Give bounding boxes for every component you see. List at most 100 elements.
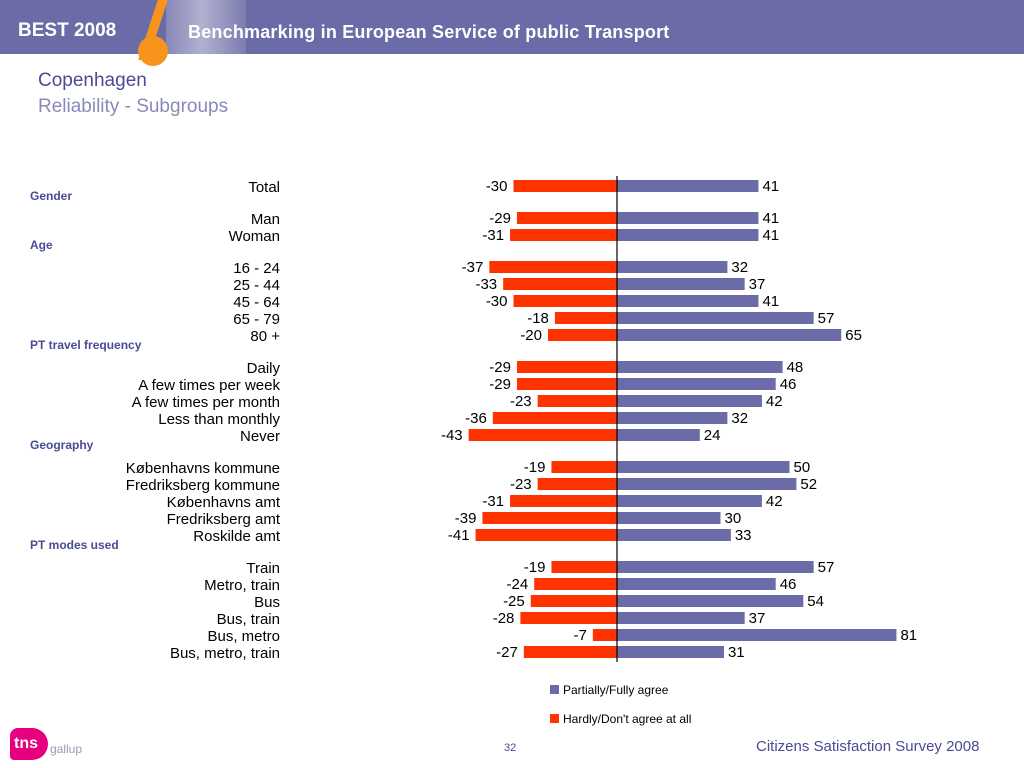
bar-disagree (537, 395, 617, 407)
tns-logo-text: tns (14, 735, 38, 752)
data-label-disagree: -41 (448, 527, 470, 544)
category-label: Fredriksberg amt (167, 511, 281, 528)
header-photo (166, 0, 246, 54)
bar-disagree (516, 378, 617, 390)
bar-agree (617, 229, 759, 241)
survey-name: Citizens Satisfaction Survey 2008 (756, 738, 980, 755)
data-label-disagree: -27 (496, 644, 518, 661)
data-label-disagree: -18 (527, 310, 549, 327)
category-label: Bus (254, 594, 280, 611)
bar-agree (617, 329, 842, 341)
data-label-agree: 42 (766, 493, 783, 510)
group-heading: Geography (30, 438, 94, 452)
page-subtitle: Reliability - Subgroups (38, 96, 229, 117)
bar-disagree (537, 478, 617, 490)
bar-disagree (551, 561, 617, 573)
data-label-agree: 57 (818, 310, 835, 327)
bar-agree (617, 429, 700, 441)
data-label-disagree: -23 (510, 476, 532, 493)
data-label-agree: 46 (780, 576, 797, 593)
data-label-agree: 42 (766, 393, 783, 410)
data-label-agree: 24 (704, 427, 721, 444)
category-label: A few times per month (132, 394, 280, 411)
bar-agree (617, 395, 762, 407)
category-label: A few times per week (138, 377, 280, 394)
category-label: Never (240, 428, 280, 445)
category-label: Woman (229, 228, 280, 245)
bar-agree (617, 312, 814, 324)
brand-title: BEST 2008 (18, 20, 117, 41)
bar-agree (617, 512, 721, 524)
data-label-agree: 37 (749, 276, 766, 293)
data-label-agree: 30 (725, 510, 742, 527)
bar-agree (617, 495, 762, 507)
data-label-disagree: -31 (482, 227, 504, 244)
tns-logo (10, 728, 48, 760)
bar-disagree (482, 512, 617, 524)
group-heading: Gender (30, 189, 72, 203)
bar-disagree (492, 412, 617, 424)
bar-agree (617, 412, 728, 424)
data-label-disagree: -29 (489, 376, 511, 393)
data-label-disagree: -37 (462, 259, 484, 276)
category-label: Daily (247, 360, 281, 377)
category-label: Fredriksberg kommune (126, 477, 280, 494)
data-label-agree: 46 (780, 376, 797, 393)
category-label: Bus, train (217, 611, 280, 628)
bar-agree (617, 461, 790, 473)
category-label: Københavns amt (167, 494, 281, 511)
legend-label-agree: Partially/Fully agree (563, 683, 669, 697)
data-label-disagree: -28 (493, 610, 515, 627)
data-label-disagree: -7 (574, 627, 587, 644)
data-label-agree: 32 (731, 259, 748, 276)
data-label-agree: 52 (800, 476, 817, 493)
category-label: Train (246, 560, 280, 577)
data-label-agree: 50 (794, 459, 811, 476)
diverging-bar-chart: Total -30 41 Gender Man -29 41 Woman -31 41 Age 16 … (30, 176, 917, 726)
bar-disagree (468, 429, 617, 441)
bar-agree (617, 646, 724, 658)
bar-agree (617, 529, 731, 541)
category-label: Total (248, 179, 280, 196)
bar-disagree (489, 261, 617, 273)
bar-agree (617, 561, 814, 573)
bar-disagree (592, 629, 617, 641)
data-label-agree: 41 (762, 227, 779, 244)
data-label-agree: 33 (735, 527, 752, 544)
bar-agree (617, 261, 728, 273)
category-label: Bus, metro, train (170, 645, 280, 662)
bar-agree (617, 629, 897, 641)
bar-disagree (475, 529, 617, 541)
legend-label-disagree: Hardly/Don't agree at all (563, 712, 691, 726)
bar-agree (617, 612, 745, 624)
data-label-disagree: -19 (524, 559, 546, 576)
category-label: 16 - 24 (233, 260, 280, 277)
group-heading: PT travel frequency (30, 338, 142, 352)
category-label: Bus, metro (207, 628, 280, 645)
bar-disagree (513, 295, 617, 307)
bar-disagree (554, 312, 617, 324)
data-label-agree: 32 (731, 410, 748, 427)
bar-agree (617, 578, 776, 590)
bar-agree (617, 478, 797, 490)
data-label-agree: 81 (900, 627, 917, 644)
data-label-agree: 31 (728, 644, 745, 661)
group-heading: Age (30, 238, 53, 252)
bar-agree (617, 378, 776, 390)
data-label-agree: 37 (749, 610, 766, 627)
data-label-disagree: -20 (520, 327, 542, 344)
data-label-disagree: -43 (441, 427, 463, 444)
bar-disagree (510, 495, 617, 507)
data-label-disagree: -36 (465, 410, 487, 427)
bar-disagree (516, 361, 617, 373)
bar-agree (617, 180, 759, 192)
category-label: 80 + (250, 328, 280, 345)
header-bar: BEST 2008 Benchmarking in European Servi… (0, 0, 1024, 60)
category-label: 65 - 79 (233, 311, 280, 328)
data-label-disagree: -23 (510, 393, 532, 410)
page-number: 32 (504, 742, 517, 754)
bar-disagree (523, 646, 617, 658)
bar-disagree (510, 229, 617, 241)
data-label-disagree: -19 (524, 459, 546, 476)
category-label: 25 - 44 (233, 277, 280, 294)
